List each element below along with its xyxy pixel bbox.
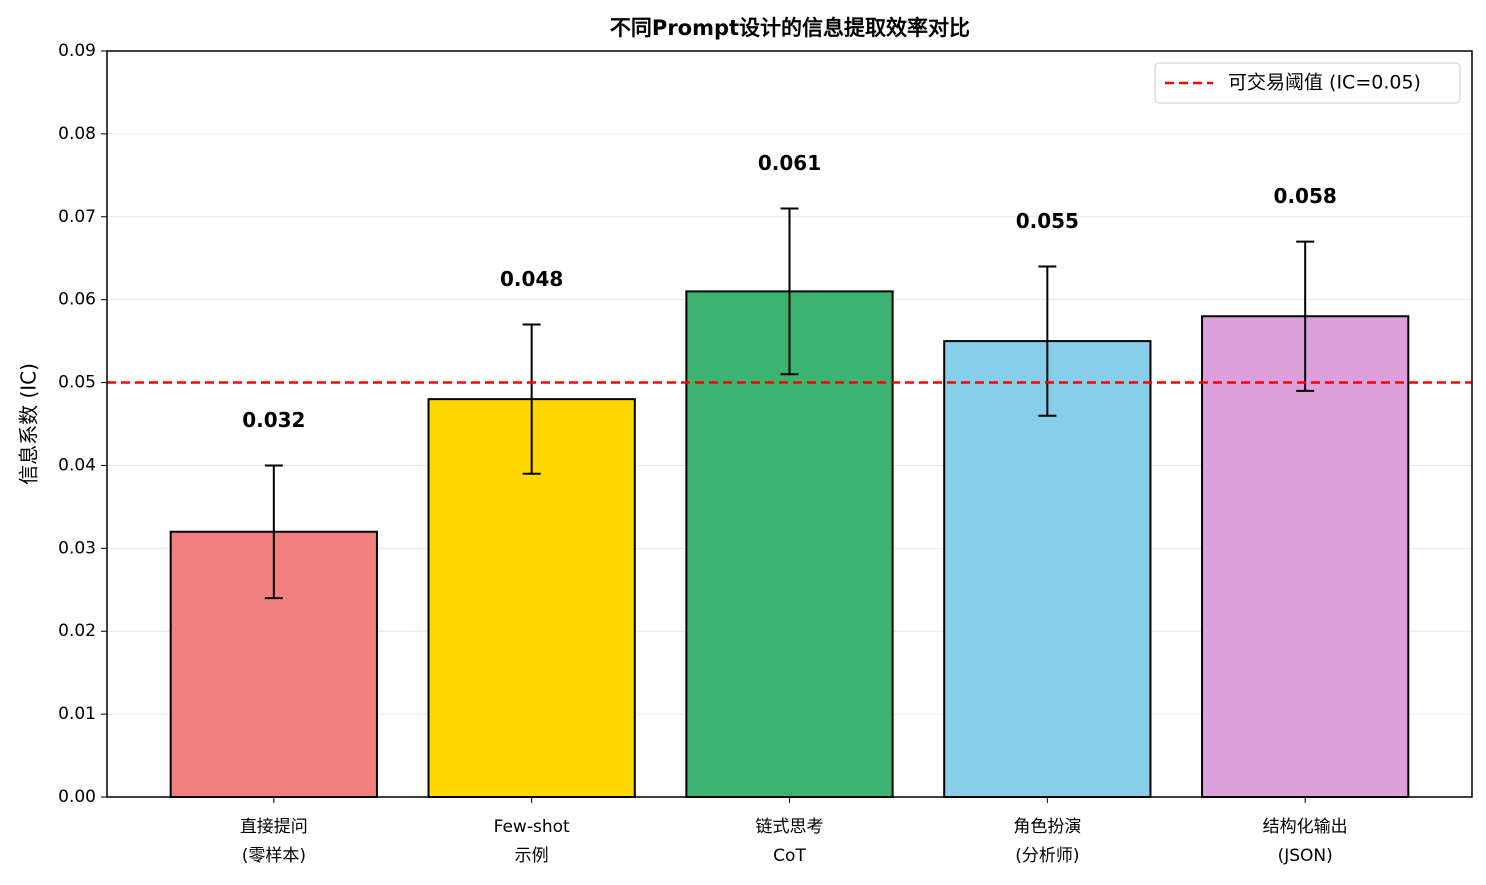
x-tick-label: Few-shot — [494, 817, 570, 837]
bar — [685, 290, 894, 798]
legend-label: 可交易阈值 (IC=0.05) — [1228, 72, 1421, 94]
x-tick-label: 链式思考 — [756, 817, 824, 837]
x-tick-label: (分析师) — [1015, 846, 1079, 866]
x-tick-label: CoT — [773, 846, 806, 866]
chart-title: 不同Prompt设计的信息提取效率对比 — [610, 16, 970, 40]
legend-box — [1154, 62, 1461, 104]
value-label: 0.061 — [758, 151, 821, 175]
x-tick-label: 结构化输出 — [1263, 817, 1348, 837]
x-tick-label: 直接提问 — [240, 817, 308, 837]
y-tick-label: 0.00 — [58, 787, 96, 807]
y-tick-label: 0.09 — [58, 41, 96, 61]
x-tick-label: (零样本) — [242, 846, 306, 866]
y-axis-label: 信息系数 (IC) — [17, 363, 41, 485]
y-tick-label: 0.08 — [58, 124, 96, 144]
y-tick-label: 0.04 — [58, 455, 96, 475]
y-tick-label: 0.06 — [58, 290, 96, 310]
value-label: 0.055 — [1016, 209, 1079, 233]
y-tick-label: 0.05 — [58, 373, 96, 393]
y-tick-label: 0.02 — [58, 621, 96, 641]
y-tick-label: 0.07 — [58, 207, 96, 227]
x-tick-label: 角色扮演 — [1013, 817, 1081, 837]
value-label: 0.032 — [242, 408, 305, 432]
value-label: 0.048 — [500, 267, 563, 291]
x-tick-label: 示例 — [515, 846, 549, 866]
plot-frame — [106, 50, 1473, 798]
y-tick-label: 0.01 — [58, 704, 96, 724]
y-tick-label: 0.03 — [58, 538, 96, 558]
x-tick-label: (JSON) — [1278, 846, 1333, 866]
bar — [943, 340, 1152, 798]
value-label: 0.058 — [1274, 184, 1337, 208]
